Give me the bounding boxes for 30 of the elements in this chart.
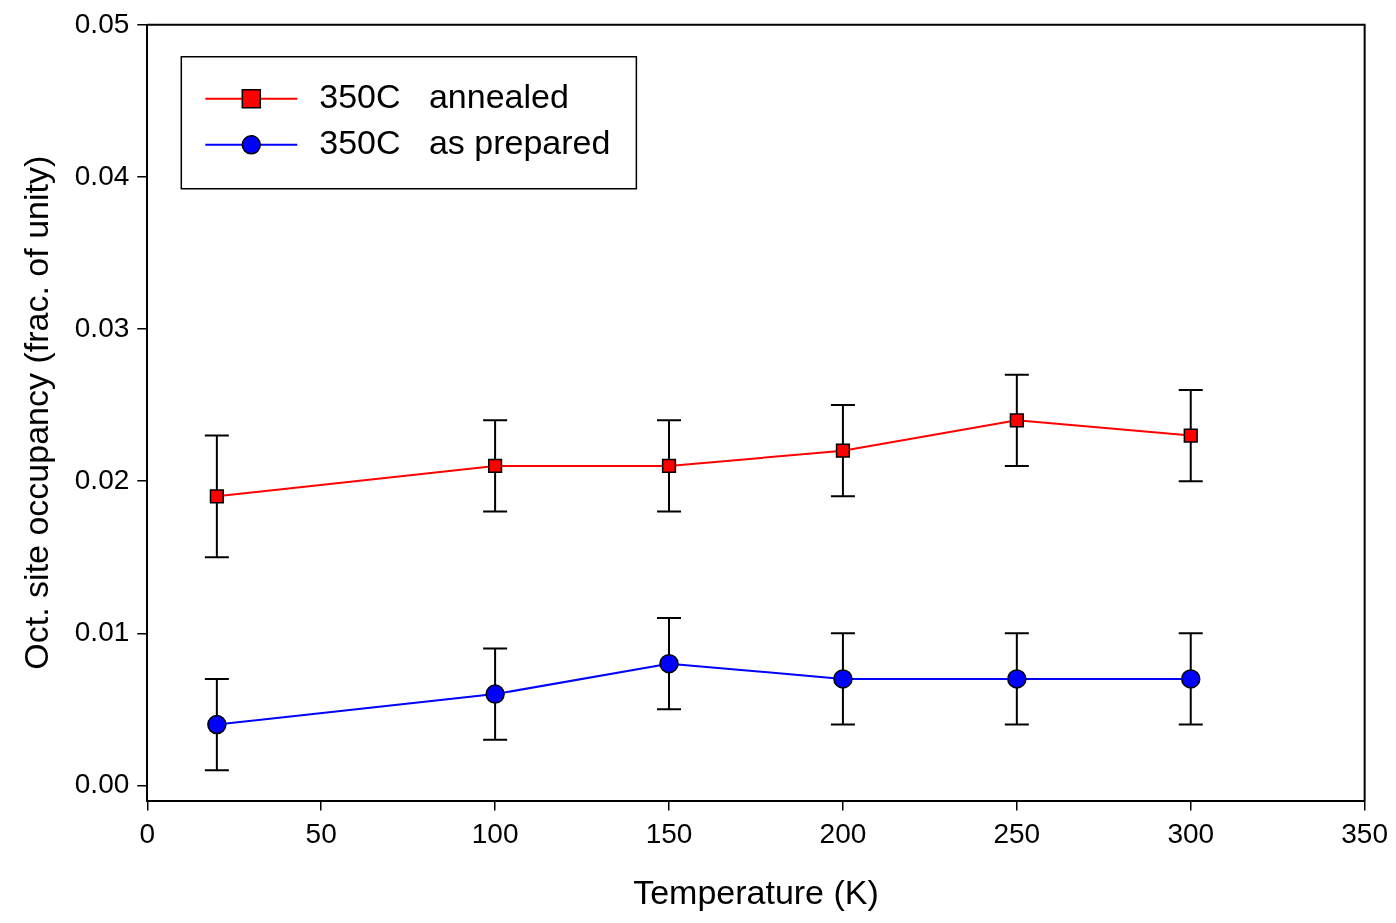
x-tick-label: 200	[819, 818, 867, 850]
point	[207, 714, 227, 735]
legend-label: 350C as prepared	[319, 123, 611, 162]
point	[1007, 669, 1027, 689]
x-tick-label: 350	[1341, 818, 1388, 850]
point	[1180, 669, 1201, 689]
x-tick-label: 250	[993, 818, 1041, 850]
y-tick-label: 0.04	[74, 159, 130, 191]
x-tick-label: 50	[305, 818, 337, 850]
point	[833, 669, 853, 689]
legend-label: 350C annealed	[319, 77, 569, 116]
point	[659, 653, 679, 674]
x-tick-label: 0	[139, 818, 156, 850]
point	[488, 458, 503, 474]
point	[661, 458, 677, 474]
point	[835, 443, 851, 458]
point	[485, 684, 505, 704]
y-tick-label: 0.05	[74, 7, 130, 39]
x-tick-label: 300	[1167, 818, 1215, 850]
x-tick-label: 150	[645, 818, 693, 850]
y-tick-label: 0.03	[74, 311, 130, 343]
x-axis-title: Temperature (K)	[633, 872, 879, 911]
y-tick-label: 0.00	[74, 768, 130, 800]
y-axis-title: Oct. site occupancy (frac. of unity)	[16, 155, 55, 670]
x-tick-label: 100	[471, 818, 519, 850]
point	[1009, 413, 1024, 428]
point	[209, 489, 224, 504]
point	[1183, 428, 1198, 443]
y-tick-label: 0.01	[74, 615, 130, 647]
y-tick-label: 0.02	[74, 463, 130, 495]
